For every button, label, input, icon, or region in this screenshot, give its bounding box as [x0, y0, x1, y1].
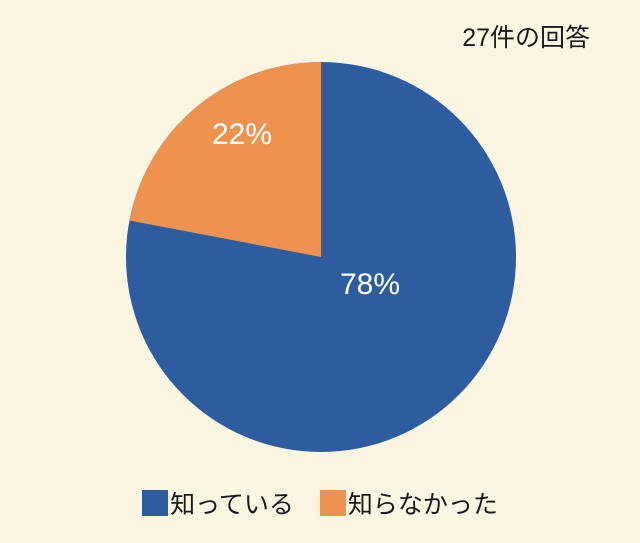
legend-label-1: 知らなかった	[348, 485, 498, 521]
legend: 知っている 知らなかった	[0, 485, 640, 521]
pie-label-1: 22%	[212, 118, 272, 152]
chart-container: 27件の回答 78% 22% 知っている 知らなかった	[0, 0, 640, 543]
legend-item-0: 知っている	[142, 485, 294, 521]
legend-swatch-0	[142, 490, 168, 516]
legend-label-0: 知っている	[170, 485, 294, 521]
pie-label-0: 78%	[340, 268, 400, 302]
pie-chart	[126, 62, 516, 452]
chart-title: 27件の回答	[462, 18, 590, 54]
legend-item-1: 知らなかった	[320, 485, 498, 521]
legend-swatch-1	[320, 490, 346, 516]
